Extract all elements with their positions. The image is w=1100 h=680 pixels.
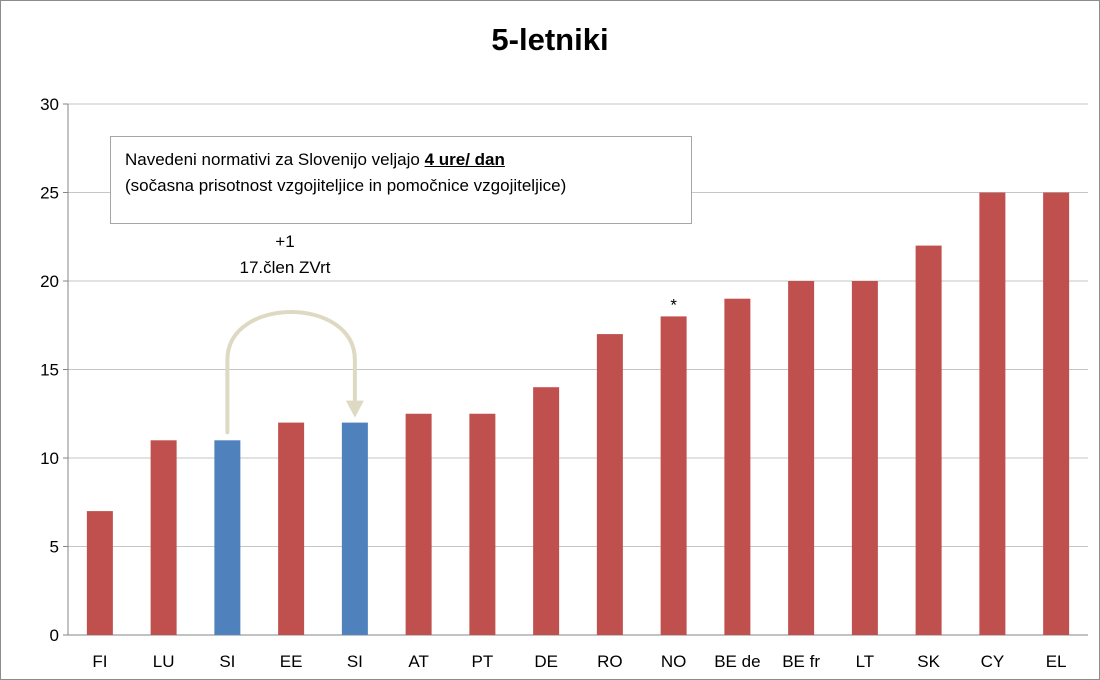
note-emphasis: 4 ure/ dan xyxy=(424,150,505,169)
y-tick-label: 25 xyxy=(40,184,59,203)
x-tick-label: SI xyxy=(347,652,363,671)
x-tick-label: LT xyxy=(856,652,875,671)
bar-at xyxy=(405,413,432,635)
y-tick-label: 0 xyxy=(50,626,59,645)
y-tick-label: 15 xyxy=(40,361,59,380)
bar-el xyxy=(1043,192,1070,635)
x-tick-label: SI xyxy=(219,652,235,671)
arrow-label-article: 17.člen ZVrt xyxy=(239,258,331,277)
x-tick-label: RO xyxy=(597,652,623,671)
x-tick-label: BE fr xyxy=(782,652,820,671)
annotation-arrow xyxy=(225,310,364,435)
chart-title: 5-letniki xyxy=(491,22,608,57)
x-tick-label: LU xyxy=(153,652,175,671)
bar-be-de xyxy=(724,298,751,635)
bars xyxy=(86,192,1070,635)
y-tick-label: 5 xyxy=(50,538,59,557)
bar-ee xyxy=(278,422,305,635)
x-tick-label: PT xyxy=(472,652,494,671)
bar-lu xyxy=(150,440,177,635)
arrow-head xyxy=(345,400,364,418)
x-tick-label: FI xyxy=(92,652,107,671)
x-tick-label: EL xyxy=(1046,652,1067,671)
note-line-1: Navedeni normativi za Slovenijo veljajo … xyxy=(125,147,677,173)
x-tick-label: NO xyxy=(661,652,687,671)
x-axis-ticks: FI LU SI EE SI AT PT DE RO NO BE de BE fr LT SK CY EL xyxy=(92,652,1066,671)
bar-de xyxy=(533,387,560,635)
y-tick-label: 10 xyxy=(40,449,59,468)
x-tick-label: CY xyxy=(981,652,1005,671)
bar-si xyxy=(341,422,368,635)
x-tick-label: EE xyxy=(280,652,303,671)
arrow-label-increment: +1 xyxy=(275,232,295,251)
bar-pt xyxy=(469,413,496,635)
bar-ro xyxy=(596,334,623,635)
y-tick-label: 30 xyxy=(40,95,59,114)
bar-lt xyxy=(851,281,878,635)
x-tick-label: DE xyxy=(534,652,558,671)
x-tick-label: BE de xyxy=(714,652,760,671)
bar-asterisk: * xyxy=(670,295,677,314)
note-box: Navedeni normativi za Slovenijo veljajo … xyxy=(110,136,692,224)
bar-si xyxy=(214,440,241,635)
bar-no xyxy=(660,316,687,635)
note-line-2: (sočasna prisotnost vzgojiteljice in pom… xyxy=(125,176,567,195)
bar-sk xyxy=(915,245,942,635)
bar-cy xyxy=(979,192,1006,635)
bar-marks: * xyxy=(670,295,677,314)
x-tick-label: SK xyxy=(917,652,940,671)
y-axis-ticks: 0 5 10 15 20 25 30 xyxy=(40,95,59,645)
x-tick-label: AT xyxy=(408,652,428,671)
bar-be-fr xyxy=(788,281,815,635)
arrow-curve xyxy=(225,310,357,435)
bar-fi xyxy=(86,511,113,635)
y-tick-label: 20 xyxy=(40,272,59,291)
note-text: Navedeni normativi za Slovenijo veljajo xyxy=(125,150,420,169)
